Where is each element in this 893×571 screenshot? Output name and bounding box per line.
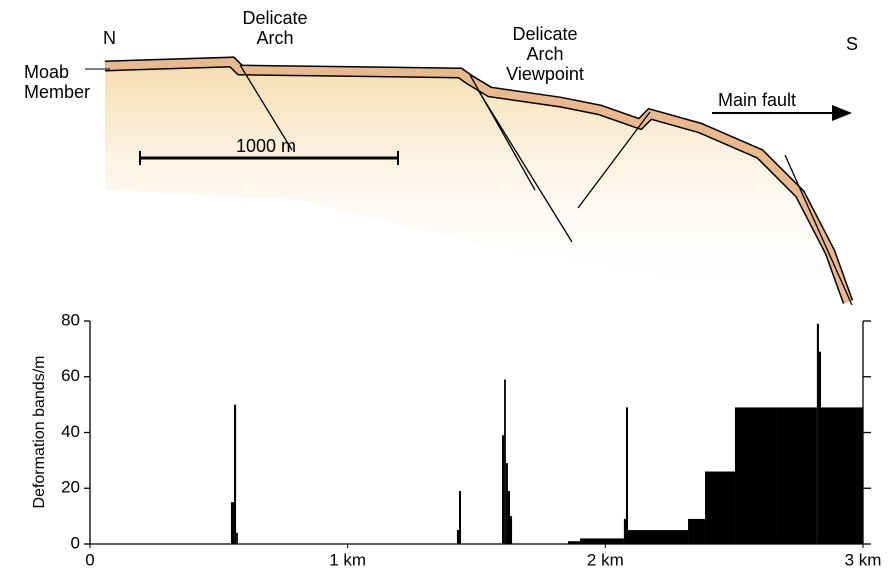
bar	[236, 533, 238, 544]
bar	[231, 502, 234, 544]
y-tick-label: 0	[71, 533, 80, 552]
arch-label: Delicate Arch	[242, 8, 307, 48]
bar	[502, 435, 504, 544]
y-tick-label: 80	[61, 310, 80, 329]
x-tick-label: 0	[85, 550, 94, 569]
bar	[688, 519, 705, 544]
y-axis-label: Deformation bands/m	[31, 356, 48, 509]
bar	[506, 463, 508, 544]
bar	[568, 541, 580, 544]
bar	[821, 407, 863, 544]
bar	[504, 380, 506, 544]
bar	[778, 407, 817, 544]
south-label: S	[846, 34, 858, 54]
fault-label: Main fault	[718, 90, 796, 110]
y-tick-label: 40	[61, 422, 80, 441]
x-tick-label: 3 km	[845, 550, 882, 569]
bar	[510, 516, 512, 544]
bar	[705, 472, 735, 544]
bar	[628, 530, 688, 544]
bar	[457, 530, 459, 544]
figure: Deformation bands/m 0 20 40 60 80 0 1 km 2 km 3 …	[0, 0, 893, 571]
scale-label: 1000 m	[236, 136, 296, 156]
bar	[735, 407, 778, 544]
bar	[508, 491, 510, 544]
bar	[624, 519, 626, 544]
x-tick-label: 1 km	[329, 550, 366, 569]
bar	[459, 491, 461, 544]
y-tick-label: 60	[61, 366, 80, 385]
viewpoint-label: Delicate Arch Viewpoint	[506, 24, 584, 84]
bar	[234, 405, 236, 544]
bar	[626, 407, 628, 544]
member-label: Moab Member	[24, 62, 90, 102]
x-tick-label: 2 km	[587, 550, 624, 569]
north-label: N	[103, 28, 116, 48]
y-tick-label: 20	[61, 478, 80, 497]
bar	[580, 538, 624, 544]
chart: Deformation bands/m 0 20 40 60 80 0 1 km 2 km 3 …	[0, 0, 893, 571]
bar	[817, 324, 819, 544]
bar	[819, 352, 821, 544]
